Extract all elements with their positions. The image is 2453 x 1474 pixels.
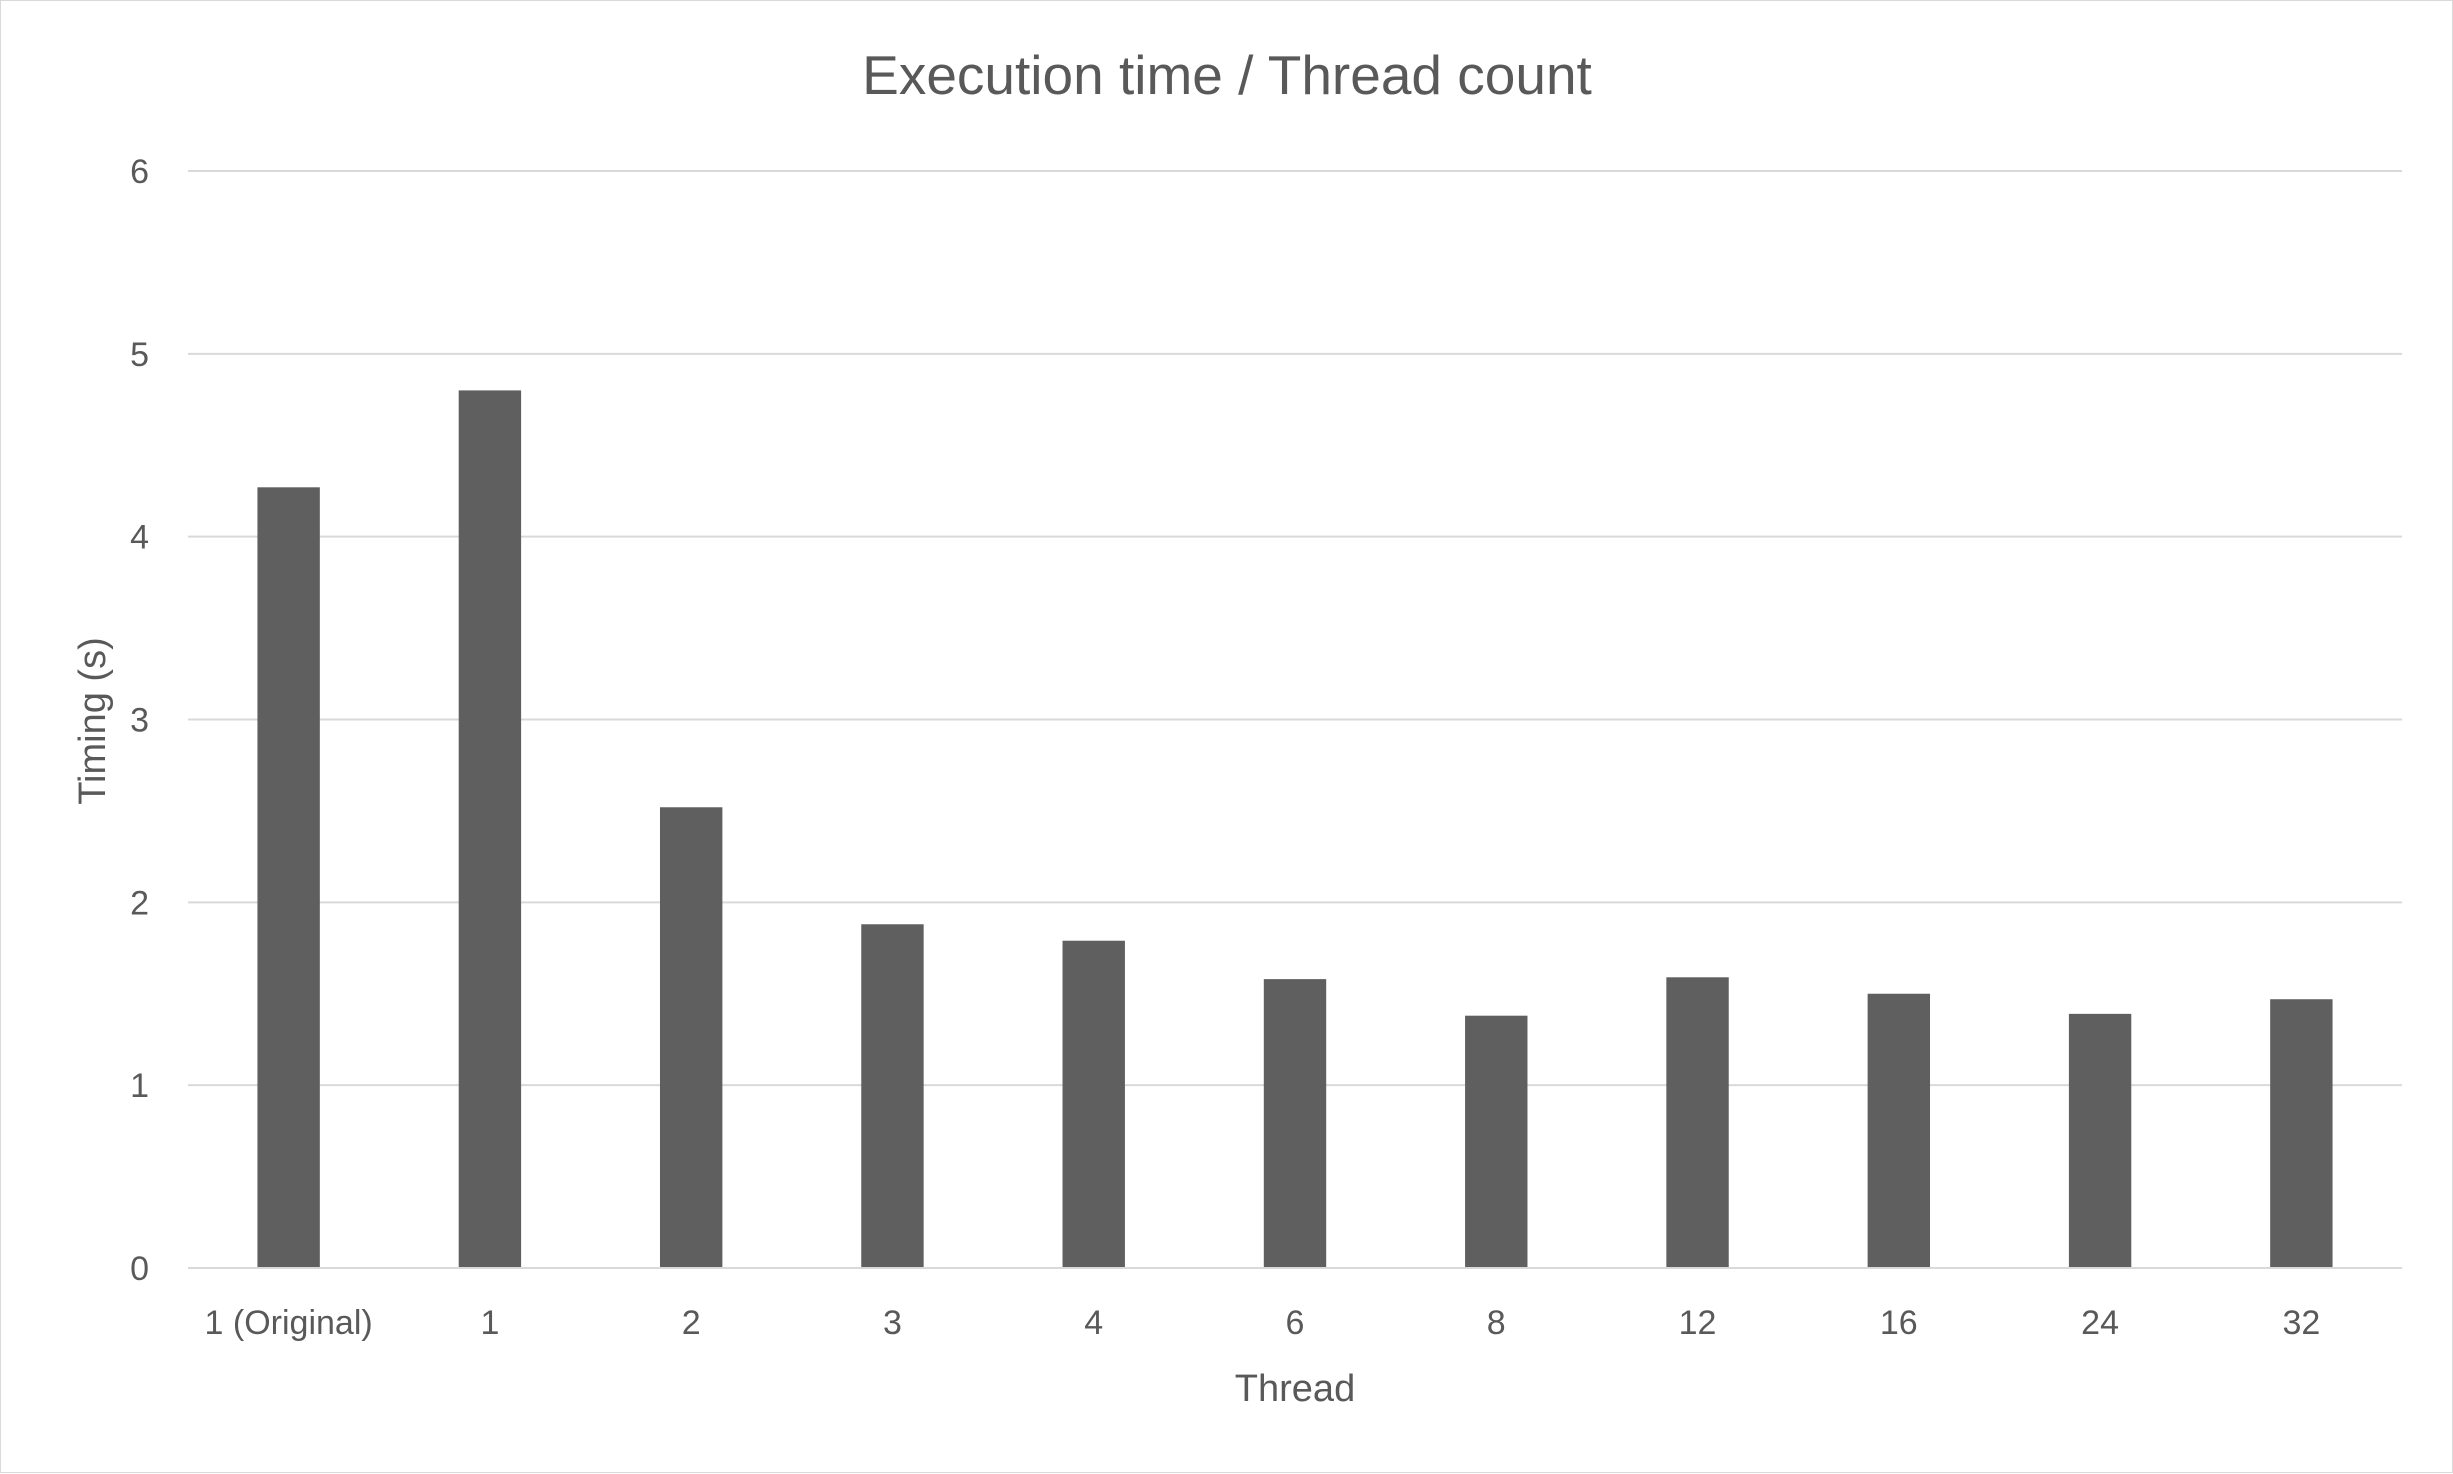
y-axis-title: Timing (s) [72, 637, 114, 804]
x-tick-label-10: 32 [2282, 1304, 2320, 1342]
bar-0 [257, 487, 320, 1269]
bar-1 [458, 390, 522, 1268]
x-tick-label-9: 24 [2081, 1304, 2119, 1342]
bar-4 [1062, 940, 1125, 1268]
x-axis-tick-labels: 1 (Original) 1 2 3 4 6 8 12 16 24 32 [205, 1304, 2321, 1342]
x-tick-label-8: 16 [1880, 1304, 1918, 1342]
y-axis-tick-labels: 0 1 2 3 4 5 6 [130, 153, 149, 1288]
bar-2 [659, 807, 723, 1268]
x-tick-label-1: 1 [480, 1304, 499, 1342]
grid-lines [188, 170, 2402, 1087]
y-tick-label-5: 5 [130, 336, 149, 374]
y-tick-label-6: 6 [130, 153, 149, 191]
bar-3 [861, 924, 924, 1268]
bar-8 [1867, 993, 1931, 1268]
chart-title: Execution time / Thread count [862, 44, 1592, 106]
bar-5 [1263, 979, 1327, 1268]
x-tick-label-3: 3 [883, 1304, 902, 1342]
y-tick-label-2: 2 [130, 884, 149, 922]
x-tick-label-0: 1 (Original) [205, 1304, 373, 1342]
y-tick-label-4: 4 [130, 519, 149, 557]
y-tick-label-1: 1 [130, 1067, 149, 1105]
y-tick-label-3: 3 [130, 702, 149, 740]
bars [257, 390, 2333, 1269]
bar-6 [1465, 1015, 1528, 1268]
x-tick-label-6: 8 [1487, 1304, 1506, 1342]
bar-10 [2270, 999, 2333, 1268]
x-tick-label-7: 12 [1679, 1304, 1717, 1342]
y-tick-label-0: 0 [130, 1250, 149, 1288]
x-tick-label-4: 4 [1084, 1304, 1103, 1342]
x-axis-title: Thread [1235, 1368, 1355, 1410]
x-tick-label-5: 6 [1286, 1304, 1305, 1342]
bar-9 [2068, 1013, 2132, 1268]
bar-7 [1666, 977, 1729, 1268]
x-tick-label-2: 2 [682, 1304, 701, 1342]
